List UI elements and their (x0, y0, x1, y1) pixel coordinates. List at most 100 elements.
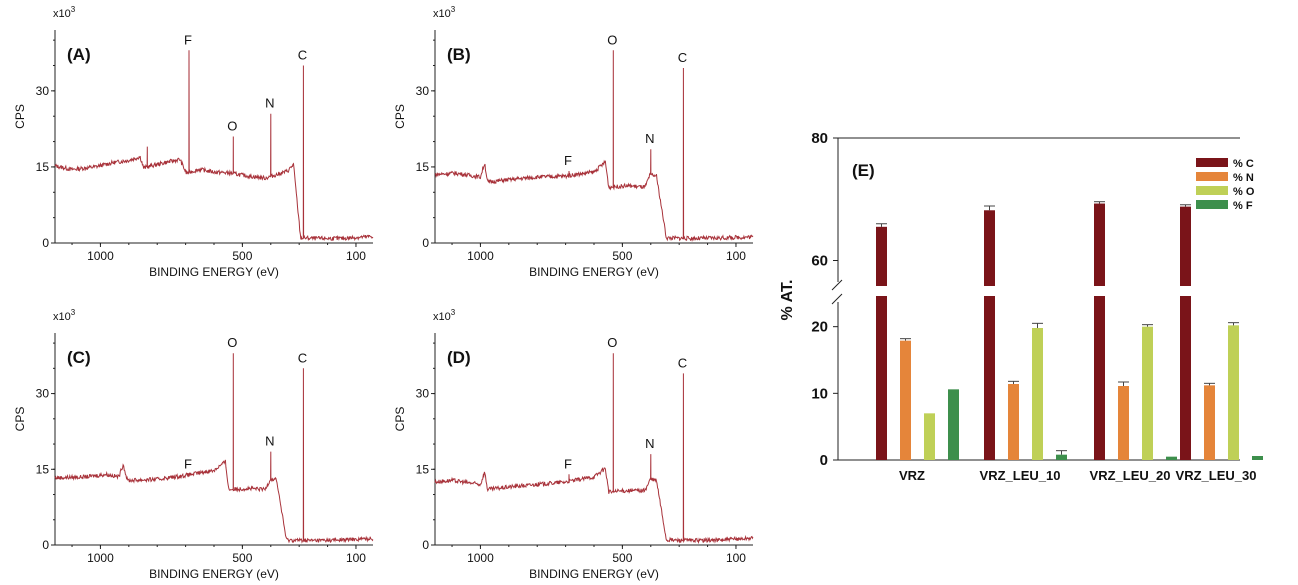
y-tick-label: 0 (422, 236, 429, 250)
axis-break-gap (1090, 286, 1200, 296)
bar-f (1056, 454, 1067, 460)
bar-f (1252, 456, 1263, 460)
axis-break-gap (872, 286, 982, 296)
xps-survey-panel-c: 0 15 30 1000 500 100 BINDING ENERGY (eV) CPS x10… (13, 308, 374, 581)
panel-letter: (B) (447, 45, 471, 64)
x-tick-label: 1000 (467, 551, 494, 565)
peak-label-c: C (678, 50, 687, 65)
bar-o (924, 413, 935, 460)
xps-survey-panel-d: 0 15 30 1000 500 100 BINDING ENERGY (eV) CPS x10… (393, 308, 754, 581)
category-label: VRZ_LEU_30 (1176, 468, 1257, 483)
y-tick-label: 0 (820, 452, 828, 469)
x-tick-label: 100 (346, 551, 366, 565)
bar-f (948, 389, 959, 460)
y-tick-label: 60 (811, 253, 828, 270)
spectrum-line (54, 353, 374, 544)
xps-survey-panel-a: 0 15 30 1000 500 100 BINDING ENERGY (eV) CPS x10… (13, 5, 374, 279)
y-tick-label: 10 (811, 385, 828, 402)
category-label: VRZ_LEU_10 (980, 468, 1061, 483)
x-tick-label: 1000 (87, 551, 114, 565)
legend-swatch (1196, 186, 1228, 195)
spectrum-line (54, 50, 374, 242)
axis-multiplier-exponent: 3 (451, 308, 456, 317)
peak-label-c: C (298, 350, 307, 365)
bar-f (1166, 456, 1177, 460)
axis-multiplier: x103 (433, 308, 456, 323)
panel-letter: (D) (447, 348, 471, 367)
category-label: VRZ (899, 468, 925, 483)
x-tick-label: 100 (346, 249, 366, 263)
peak-label-f: F (564, 456, 572, 471)
y-tick-label: 30 (36, 387, 50, 401)
peak-label-o: O (227, 119, 237, 134)
x-tick-label: 500 (232, 249, 252, 263)
peak-label-c: C (298, 48, 307, 63)
peak-label-n: N (645, 131, 654, 146)
panel-letter: (C) (67, 348, 91, 367)
x-tick-label: 1000 (87, 249, 114, 263)
x-tick-label: 1000 (467, 249, 494, 263)
y-tick-label: 80 (811, 130, 828, 147)
bar-c (876, 226, 887, 460)
y-axis-title: CPS (13, 104, 27, 129)
bar-c (984, 210, 995, 460)
x-tick-label: 100 (726, 249, 746, 263)
axis-break-gap (980, 286, 1090, 296)
bar-c (1094, 203, 1105, 460)
peak-label-n: N (265, 434, 274, 449)
bar-n (900, 340, 911, 460)
x-axis-title: BINDING ENERGY (eV) (529, 265, 659, 279)
x-axis-title: BINDING ENERGY (eV) (149, 265, 279, 279)
bar-o (1032, 328, 1043, 460)
peak-label-n: N (265, 96, 274, 111)
legend-swatch (1196, 172, 1228, 181)
axis-multiplier: x103 (53, 5, 76, 20)
atomic-percent-bar-chart: 0 10 20 60 80 % AT. (E) VRZ VRZ_LEU_10 VRZ_LEU_20… (779, 130, 1286, 483)
spectrum-line (434, 50, 754, 242)
legend-label: % O (1233, 186, 1255, 198)
legend-label: % F (1233, 200, 1253, 212)
y-tick-label: 0 (42, 236, 49, 250)
x-tick-label: 500 (612, 551, 632, 565)
x-axis-title: BINDING ENERGY (eV) (529, 567, 659, 581)
y-tick-label: 15 (416, 462, 430, 476)
y-tick-label: 0 (422, 538, 429, 552)
x-tick-label: 100 (726, 551, 746, 565)
peak-label-o: O (227, 335, 237, 350)
axis-break-mark (831, 293, 843, 305)
y-axis-title: CPS (13, 407, 27, 432)
axis-multiplier-exponent: 3 (71, 5, 76, 14)
panel-letter: (E) (852, 161, 875, 180)
x-axis-title: BINDING ENERGY (eV) (149, 567, 279, 581)
y-tick-label: 15 (416, 160, 430, 174)
y-axis-title: CPS (393, 407, 407, 432)
peak-label-o: O (607, 335, 617, 350)
x-tick-label: 500 (232, 551, 252, 565)
bar-n (1008, 384, 1019, 460)
legend-swatch (1196, 200, 1228, 209)
y-tick-label: 30 (416, 387, 430, 401)
axis-break-gap (1176, 286, 1286, 296)
y-tick-label: 15 (36, 462, 50, 476)
xps-survey-panel-b: 0 15 30 1000 500 100 BINDING ENERGY (eV) CPS x10… (393, 5, 754, 279)
y-tick-label: 15 (36, 160, 50, 174)
axis-multiplier: x103 (53, 308, 76, 323)
category-label: VRZ_LEU_20 (1090, 468, 1171, 483)
y-tick-label: 0 (42, 538, 49, 552)
bar-n (1204, 385, 1215, 460)
legend-label: % C (1233, 158, 1254, 170)
y-tick-label: 30 (36, 84, 50, 98)
legend-swatch (1196, 158, 1228, 167)
axis-multiplier: x103 (433, 5, 456, 20)
bar-c (1180, 206, 1191, 460)
axis-multiplier-exponent: 3 (451, 5, 456, 14)
peak-label-f: F (564, 153, 572, 168)
peak-label-n: N (645, 436, 654, 451)
bar-n (1118, 386, 1129, 460)
y-tick-label: 20 (811, 319, 828, 336)
bar-o (1142, 326, 1153, 460)
axis-break-mark (831, 279, 843, 291)
axis-multiplier-exponent: 3 (71, 308, 76, 317)
x-tick-label: 500 (612, 249, 632, 263)
